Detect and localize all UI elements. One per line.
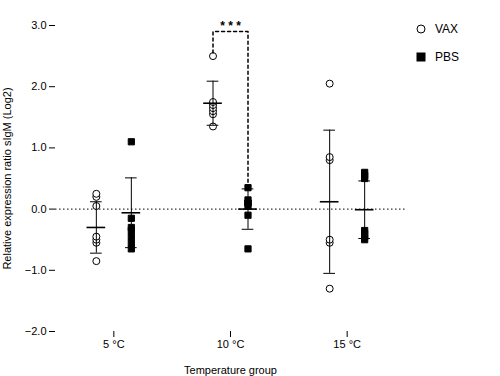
svg-text:5 °C: 5 °C xyxy=(103,338,125,350)
html-text:VAX: VAX xyxy=(435,22,459,36)
svg-text:0.0: 0.0 xyxy=(31,203,46,215)
svg-text:1.0: 1.0 xyxy=(31,141,46,153)
svg-text:−2.0: −2.0 xyxy=(25,325,47,337)
svg-text:2.0: 2.0 xyxy=(31,80,46,92)
svg-text:* * *: * * * xyxy=(220,19,241,33)
svg-text:Relative expression ratio sIgM: Relative expression ratio sIgM (Log2) xyxy=(1,87,13,269)
svg-text:Temperature group: Temperature group xyxy=(184,364,277,376)
svg-text:15 °C: 15 °C xyxy=(333,338,361,350)
svg-text:−1.0: −1.0 xyxy=(25,264,47,276)
html-text:PBS: PBS xyxy=(435,50,459,64)
svg-text:10 °C: 10 °C xyxy=(217,338,245,350)
svg-text:3.0: 3.0 xyxy=(31,19,46,31)
